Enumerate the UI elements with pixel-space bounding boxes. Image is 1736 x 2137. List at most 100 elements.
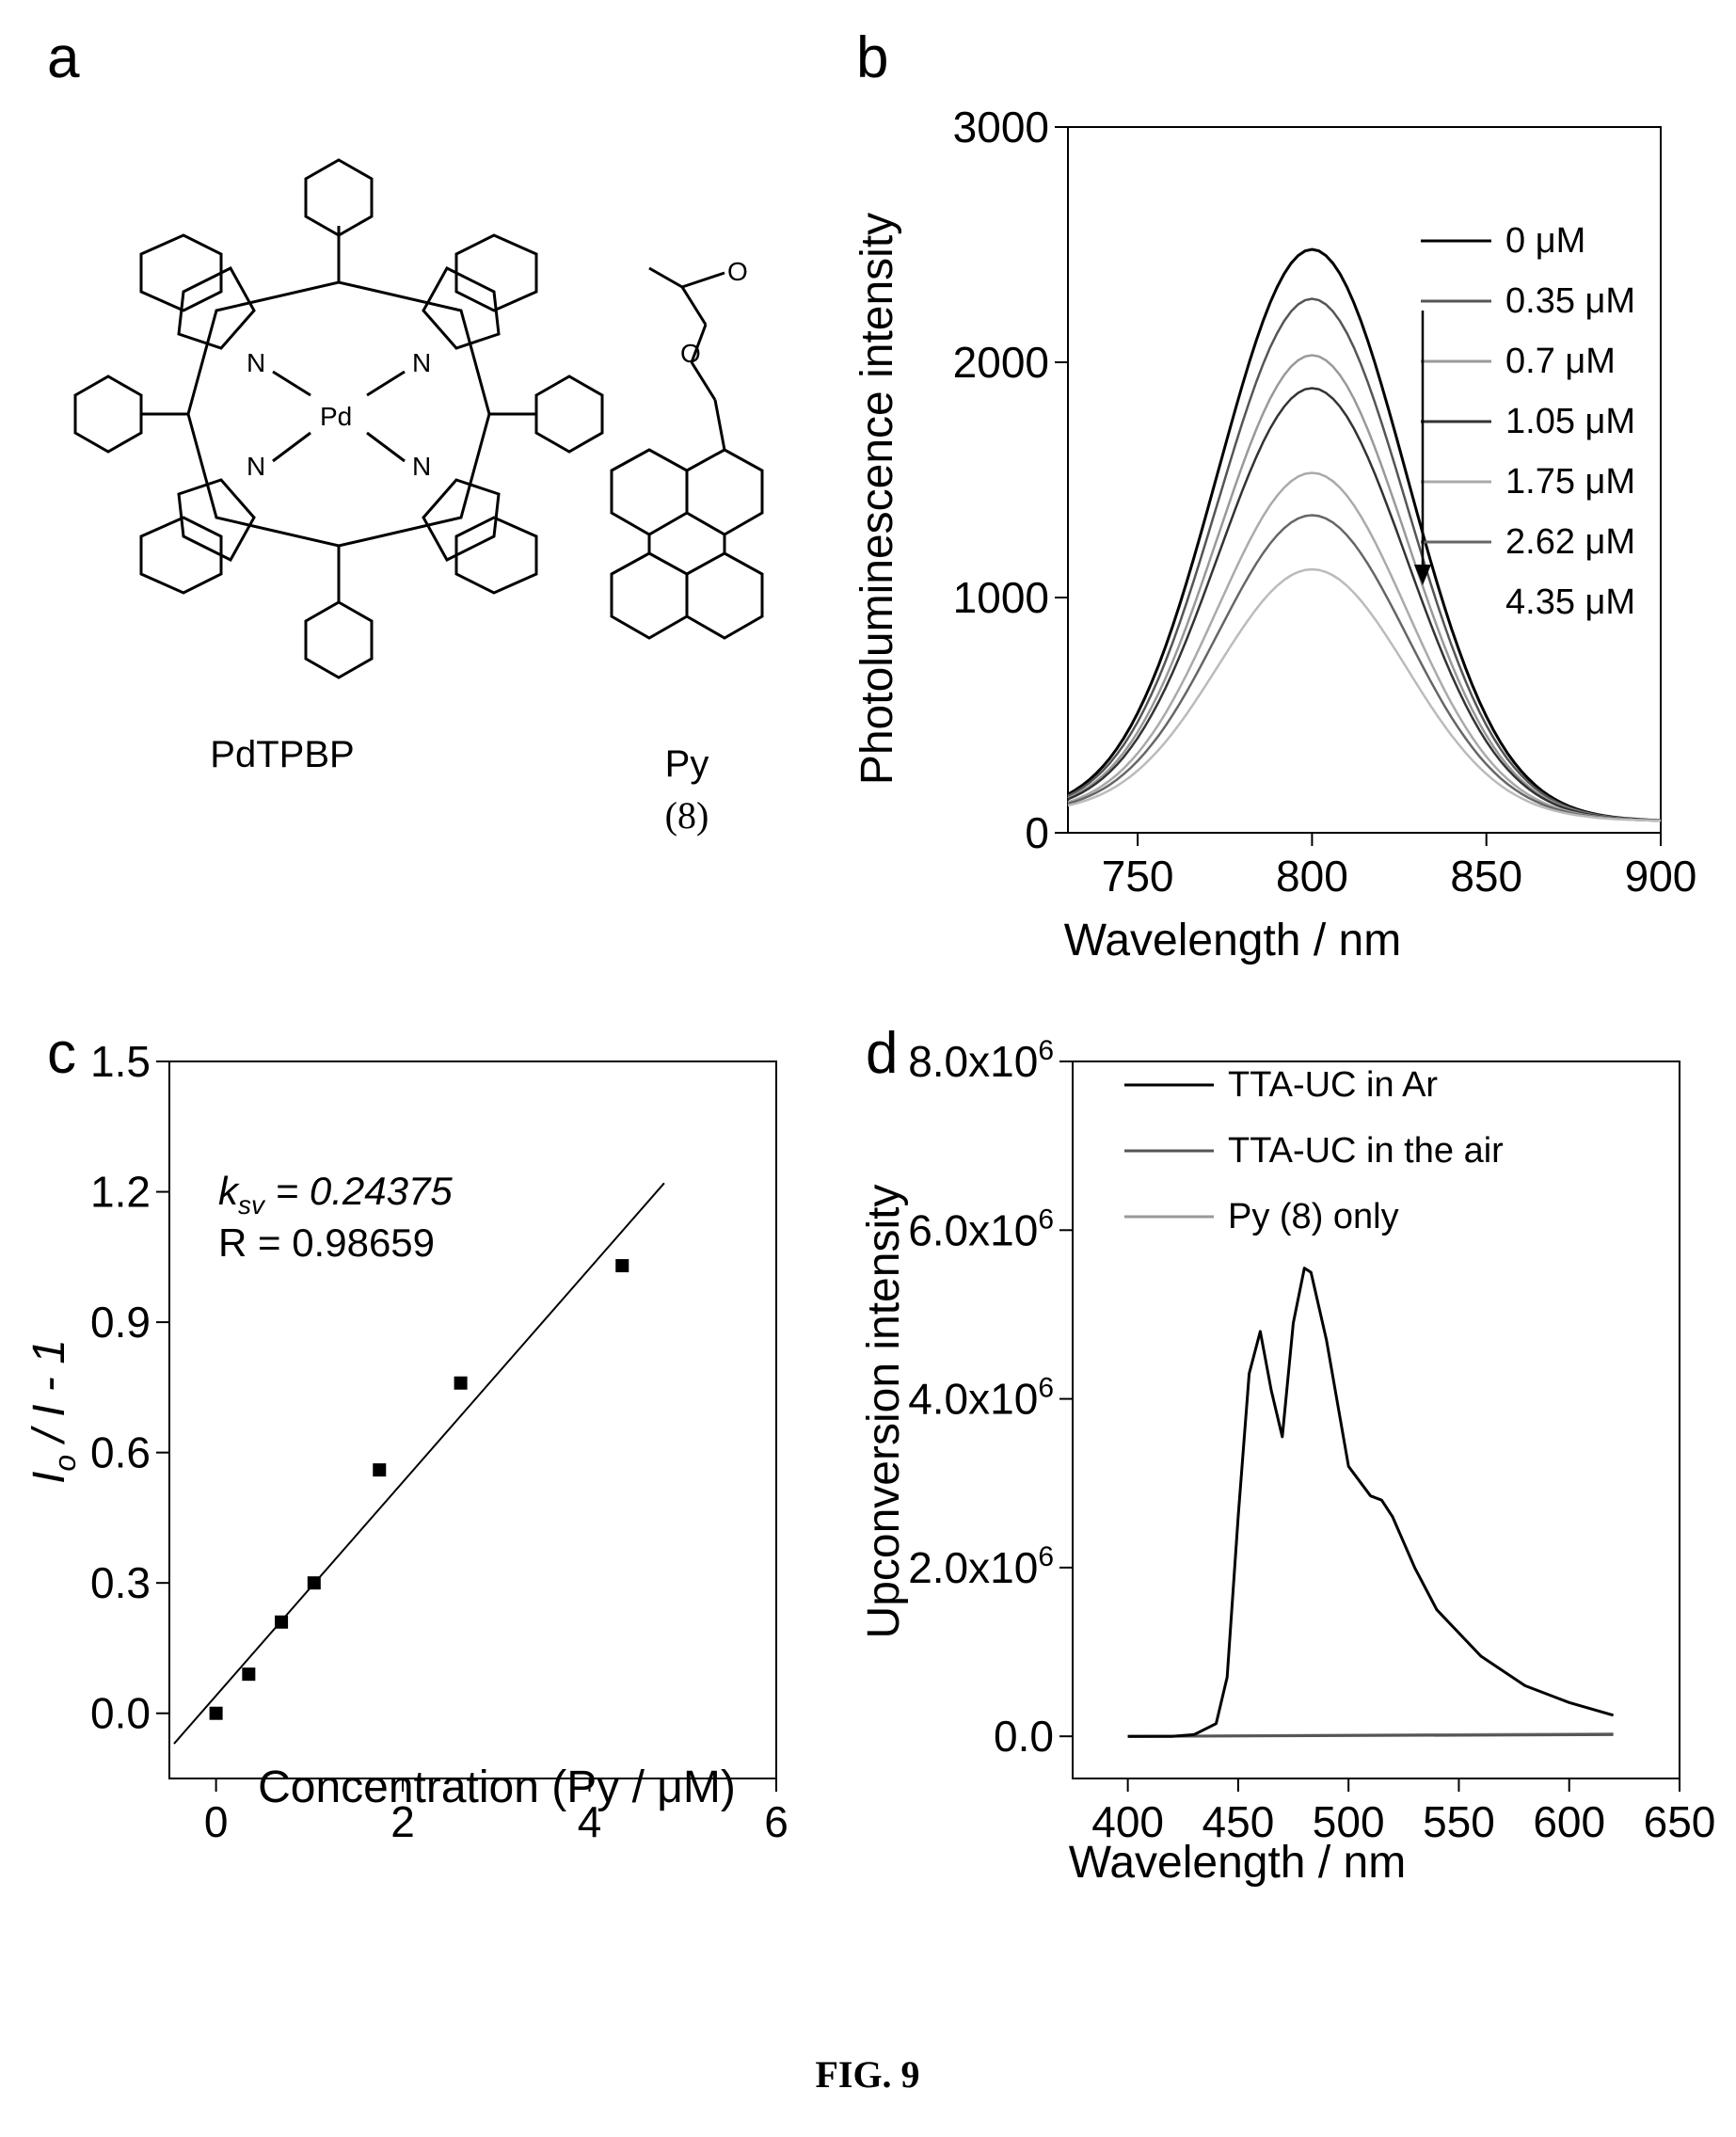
panel-c-data-point (275, 1615, 289, 1629)
panel-b-series-line (1067, 297, 1662, 822)
panel-b-legend-label: 2.62 μM (1505, 522, 1635, 562)
n-atom-label-1: N (247, 348, 265, 377)
panel-c-xtick-label: 6 (764, 1797, 788, 1846)
panel-c-letter: c (47, 1021, 76, 1086)
panel-c-data-point (209, 1706, 223, 1720)
panel-b-xtick-label: 900 (1625, 852, 1697, 901)
panel-d-xtick-label: 450 (1202, 1797, 1275, 1846)
panel-c-ytick-label: 1.5 (90, 1037, 151, 1086)
perylene-ring-3 (610, 551, 689, 640)
panel-c-xtick-label: 0 (204, 1797, 229, 1846)
panel-d-xtick-label: 550 (1423, 1797, 1495, 1846)
perylene-ring-1 (610, 448, 689, 536)
n-atom-label-2: N (412, 348, 431, 377)
pyrrole-ring-3 (177, 478, 256, 562)
panel-b-legend-label: 1.75 μM (1505, 462, 1635, 502)
n-atom-label-3: N (247, 452, 265, 481)
panel-d-xtick-label: 400 (1091, 1797, 1164, 1846)
panel-b-ytick-label: 3000 (953, 103, 1049, 152)
n-atom-label-4: N (412, 452, 431, 481)
panel-b-series-line (1067, 387, 1662, 822)
phenyl-ring-top (304, 158, 374, 237)
benzo-ring-4 (454, 516, 538, 595)
panel-d-legend-label: TTA-UC in the air (1228, 1131, 1504, 1171)
panel-d-legend-label: Py (8) only (1228, 1197, 1399, 1236)
panel-b-legend-label: 4.35 μM (1505, 582, 1635, 622)
panel-c-ylabel: Io / I - 1 (24, 1339, 82, 1484)
panel-d: d 400 450 500 550 600 650 0.0 2.0x106 4.0x106 6.0… (859, 1021, 1715, 1888)
panel-d-ylabel: Upconversion intensity (859, 1185, 909, 1639)
panel-c-fit-line (173, 1182, 665, 1745)
compound-name-pdtpbp: PdTPBP (210, 734, 354, 775)
panel-c-ytick-label: 1.2 (90, 1168, 151, 1217)
panel-d-letter: d (866, 1021, 898, 1086)
panel-c-ytick-label: 0.6 (90, 1428, 151, 1477)
compound-number-py: (8) (665, 794, 709, 837)
panel-d-ytick-label: 0.0 (994, 1712, 1054, 1761)
panel-c-ytick-label: 0.9 (90, 1298, 151, 1347)
perylene-ring-2 (685, 448, 764, 536)
panel-b-legend-label: 1.05 μM (1505, 402, 1635, 441)
phenyl-ring-bottom (304, 600, 374, 679)
panel-b-legend-label: 0 μM (1505, 221, 1585, 261)
panel-d-series-line (1127, 1267, 1615, 1738)
panel-d-legend-label: TTA-UC in Ar (1228, 1065, 1438, 1105)
panel-d-ytick-label: 8.0x106 (908, 1035, 1054, 1086)
panel-c-xlabel: Concentration (Py / μM) (258, 1762, 736, 1812)
o-atom-label-carbonyl: O (727, 257, 748, 286)
pd-atom-label: Pd (320, 402, 352, 431)
panel-c-data-point (454, 1376, 468, 1390)
panel-b-plot-frame (1067, 126, 1662, 834)
benzo-ring-3 (139, 516, 223, 595)
panel-b-series-line (1067, 247, 1662, 822)
panel-d-xlabel: Wavelength / nm (1069, 1838, 1406, 1888)
panel-d-ytick-label: 2.0x106 (908, 1541, 1054, 1592)
panel-c-data-point (242, 1667, 256, 1682)
pyrrole-ring-2 (422, 266, 501, 350)
panel-c-ksv-annotation: ksv = 0.24375 (218, 1169, 453, 1220)
panel-c-data-point (373, 1463, 387, 1477)
panel-b-letter: b (856, 25, 888, 90)
py-structure (610, 266, 764, 640)
porphyrin-core (186, 280, 491, 548)
benzo-ring-2 (454, 233, 538, 312)
panel-b-ytick-label: 1000 (953, 573, 1049, 622)
panel-c-r-annotation: R = 0.98659 (218, 1220, 435, 1265)
panel-d-ytick-label: 6.0x106 (908, 1204, 1054, 1254)
panel-b-xtick-label: 750 (1102, 852, 1174, 901)
pyrrole-ring-1 (177, 266, 256, 350)
panel-d-plot-frame (1072, 1061, 1680, 1779)
panel-c-data-point (615, 1259, 629, 1273)
panel-b-legend-label: 0.35 μM (1505, 281, 1635, 321)
panel-b-ylabel: Photoluminescence intensity (852, 213, 902, 785)
compound-name-py: Py (665, 743, 709, 785)
o-atom-label-ester: O (680, 339, 701, 368)
panel-b-series-line (1067, 514, 1662, 822)
panel-c-data-point (307, 1576, 321, 1590)
panel-d-xtick-label: 650 (1644, 1797, 1716, 1846)
phenyl-ring-right (534, 375, 604, 454)
benzo-ring-1 (139, 233, 223, 312)
panel-c-plot: 0 2 4 6 0.0 0.3 0.6 0.9 1.2 1.5 (90, 1037, 788, 1846)
panel-b: b 750 800 850 900 0 1000 2000 3000 0 μM 0.35 μM 0.… (852, 25, 1696, 965)
panel-c-plot-frame (168, 1061, 777, 1779)
panel-d-plot: 400 450 500 550 600 650 0.0 2.0x106 4.0x106 6.0x1… (908, 1035, 1715, 1846)
panel-b-ytick-label: 0 (1025, 808, 1049, 857)
panel-c-xtick-label: 2 (390, 1797, 415, 1846)
panel-b-plot: 750 800 850 900 0 1000 2000 3000 0 μM 0.35 μM 0.7 … (953, 103, 1697, 901)
pyrrole-ring-4 (422, 478, 501, 562)
panel-b-xlabel: Wavelength / nm (1064, 916, 1401, 965)
panel-b-series-line (1067, 567, 1662, 822)
panel-b-xtick-label: 800 (1276, 852, 1348, 901)
pdtpbp-structure (73, 158, 604, 679)
panel-b-legend-label: 0.7 μM (1505, 342, 1616, 381)
panel-b-trend-arrow-head (1414, 565, 1431, 585)
panel-d-xtick-label: 500 (1313, 1797, 1385, 1846)
panel-c-ytick-label: 0.0 (90, 1689, 151, 1738)
panel-d-series-line (1127, 1732, 1614, 1738)
panel-c: c 0 2 4 6 0.0 0.3 0.6 0.9 1.2 1.5 Concentration (… (24, 1021, 788, 1846)
panel-b-ytick-label: 2000 (953, 338, 1049, 387)
figure-caption: FIG. 9 (815, 2053, 919, 2096)
panel-d-xtick-label: 600 (1533, 1797, 1605, 1846)
